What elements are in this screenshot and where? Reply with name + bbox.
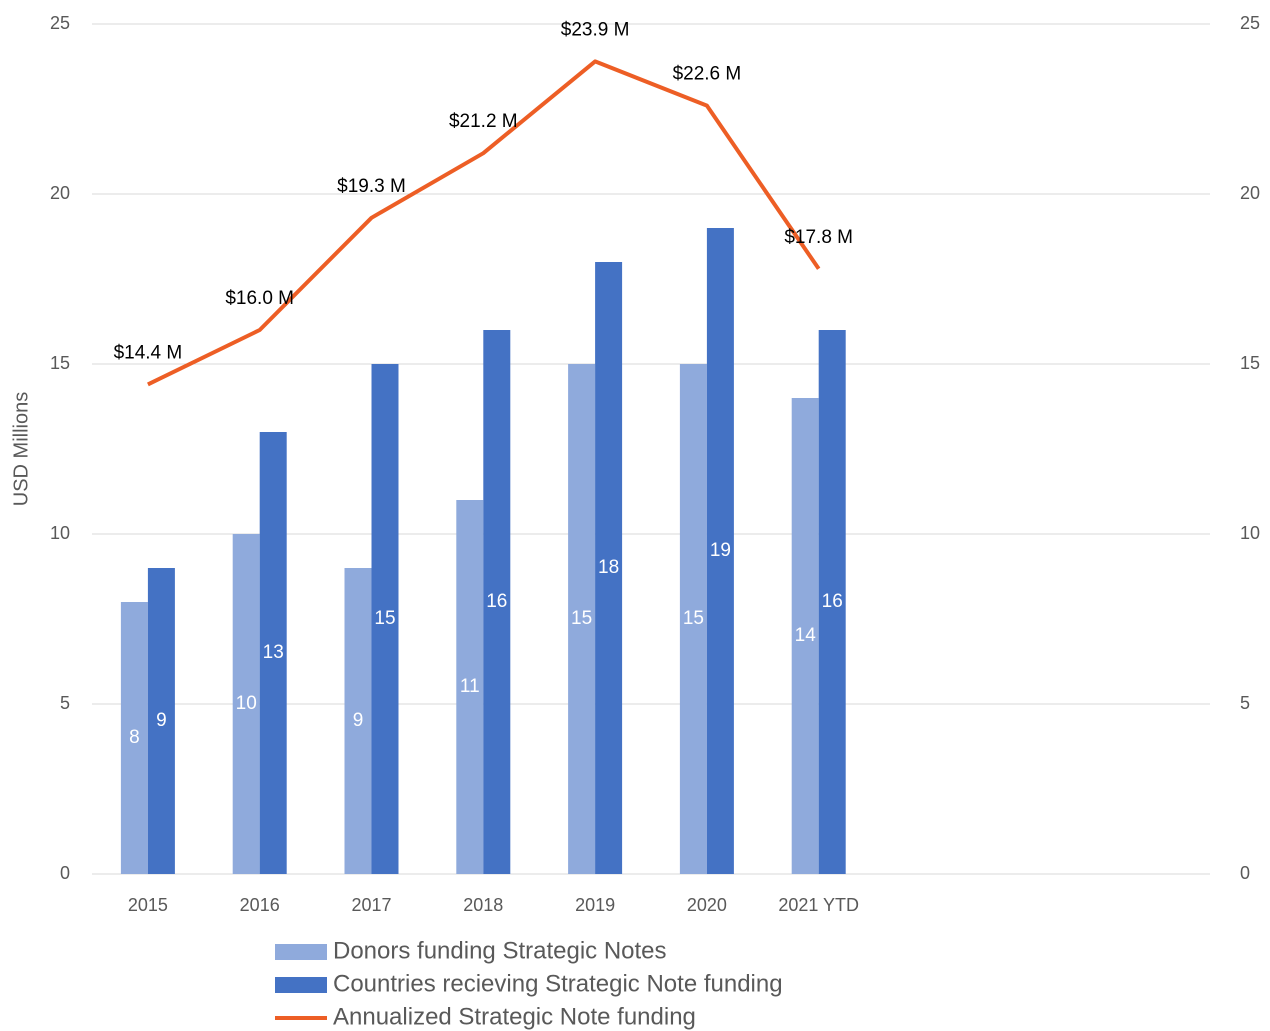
bar-value-label: 19 bbox=[710, 540, 731, 561]
y-tick-label: 20 bbox=[50, 183, 70, 203]
y2-tick-label: 10 bbox=[1240, 523, 1260, 543]
bar bbox=[706, 228, 734, 874]
x-tick-label: 2020 bbox=[687, 895, 727, 915]
legend-label: Donors funding Strategic Notes bbox=[333, 937, 667, 964]
bar-value-label: 8 bbox=[129, 727, 140, 748]
line-value-label: $16.0 M bbox=[225, 288, 294, 309]
legend-swatch bbox=[275, 944, 327, 960]
bar-value-label: 15 bbox=[683, 608, 704, 629]
bar-value-label: 9 bbox=[353, 710, 364, 731]
bar bbox=[456, 500, 484, 874]
x-tick-label: 2016 bbox=[240, 895, 280, 915]
bar-value-label: 13 bbox=[263, 642, 284, 663]
bar bbox=[232, 534, 260, 874]
x-tick-label: 2019 bbox=[575, 895, 615, 915]
bar bbox=[679, 364, 707, 874]
y-tick-label: 15 bbox=[50, 353, 70, 373]
line-value-label: $19.3 M bbox=[337, 176, 406, 197]
y-tick-label: 5 bbox=[60, 693, 70, 713]
x-tick-label: 2015 bbox=[128, 895, 168, 915]
line-value-label: $23.9 M bbox=[561, 19, 630, 40]
y2-tick-label: 0 bbox=[1240, 863, 1250, 883]
bar bbox=[259, 432, 287, 874]
y2-tick-label: 5 bbox=[1240, 693, 1250, 713]
y-tick-label: 25 bbox=[50, 13, 70, 33]
bar bbox=[147, 568, 175, 874]
bar bbox=[120, 602, 148, 874]
line-value-label: $21.2 M bbox=[449, 111, 518, 132]
x-tick-label: 2017 bbox=[351, 895, 391, 915]
bar-value-label: 18 bbox=[598, 557, 619, 578]
bar bbox=[791, 398, 819, 874]
bar-value-label: 10 bbox=[236, 693, 257, 714]
legend-label: Countries recieving Strategic Note fundi… bbox=[333, 970, 783, 997]
bar-value-label: 11 bbox=[460, 676, 480, 697]
legend-label: Annualized Strategic Note funding bbox=[333, 1003, 696, 1030]
y-tick-label: 0 bbox=[60, 863, 70, 883]
bar-value-label: 14 bbox=[795, 625, 817, 646]
bar-value-label: 9 bbox=[156, 710, 167, 731]
line-value-label: $14.4 M bbox=[114, 342, 183, 363]
bar bbox=[568, 364, 596, 874]
bar-value-label: 16 bbox=[486, 591, 507, 612]
bar bbox=[344, 568, 372, 874]
bar-value-label: 15 bbox=[374, 608, 395, 629]
bar bbox=[371, 364, 399, 874]
bar-value-label: 15 bbox=[571, 608, 592, 629]
bar bbox=[483, 330, 511, 874]
y2-tick-label: 15 bbox=[1240, 353, 1260, 373]
x-tick-label: 2018 bbox=[463, 895, 503, 915]
bar bbox=[818, 330, 846, 874]
y-axis-label: USD Millions bbox=[10, 392, 32, 506]
legend-swatch bbox=[275, 977, 327, 993]
y2-tick-label: 20 bbox=[1240, 183, 1260, 203]
line bbox=[147, 59, 821, 387]
bar bbox=[595, 262, 623, 874]
y2-tick-label: 25 bbox=[1240, 13, 1260, 33]
bar-value-label: 16 bbox=[822, 591, 843, 612]
line-value-label: $22.6 M bbox=[673, 64, 742, 85]
y-tick-label: 10 bbox=[50, 523, 70, 543]
line-value-label: $17.8 M bbox=[784, 227, 853, 248]
x-tick-label: 2021 YTD bbox=[778, 895, 859, 915]
